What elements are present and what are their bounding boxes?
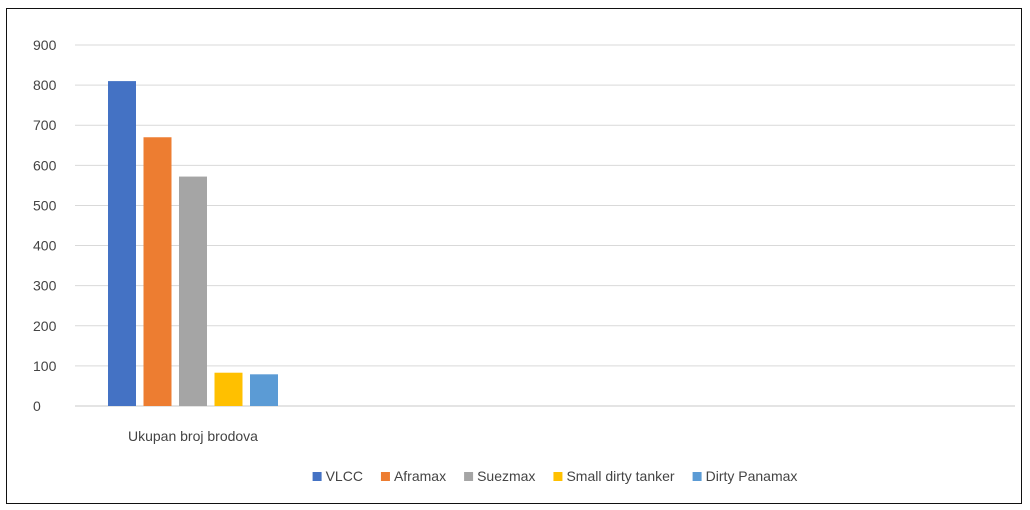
legend-label: Suezmax bbox=[477, 468, 535, 484]
y-tick-label: 600 bbox=[33, 157, 57, 173]
y-tick-label: 200 bbox=[33, 318, 57, 334]
legend: VLCC Aframax Suezmax Small dirty tanker Dirt… bbox=[312, 468, 798, 484]
y-tick-label: 800 bbox=[33, 77, 57, 93]
legend-swatch-dirty-panamax bbox=[692, 472, 702, 481]
bar-small-dirty-tanker bbox=[214, 372, 243, 406]
y-tick-label: 900 bbox=[33, 37, 57, 53]
y-tick-label: 700 bbox=[33, 117, 57, 133]
legend-swatch-aframax bbox=[380, 472, 390, 481]
bar-dirty-panamax bbox=[250, 374, 278, 406]
legend-label: Small dirty tanker bbox=[566, 468, 674, 484]
y-tick-label: 0 bbox=[33, 398, 41, 414]
x-axis-categories: Ukupan broj brodova bbox=[128, 428, 258, 444]
legend-swatch-vlcc bbox=[312, 472, 322, 481]
gridlines bbox=[75, 44, 1015, 407]
chart-frame bbox=[6, 8, 1022, 504]
y-axis-ticks: 0 100 200 300 400 500 600 700 800 900 bbox=[33, 37, 57, 414]
bar-aframax bbox=[143, 137, 172, 406]
legend-label: VLCC bbox=[326, 468, 363, 484]
y-tick-label: 100 bbox=[33, 358, 57, 374]
y-tick-label: 400 bbox=[33, 238, 57, 254]
legend-swatch-small-dirty-tanker bbox=[553, 472, 563, 481]
y-tick-label: 300 bbox=[33, 278, 57, 294]
bar-suezmax bbox=[179, 176, 207, 406]
bars bbox=[108, 81, 278, 406]
legend-swatch-suezmax bbox=[464, 472, 474, 481]
x-category-label: Ukupan broj brodova bbox=[128, 428, 258, 444]
legend-label: Dirty Panamax bbox=[706, 468, 798, 484]
bar-vlcc bbox=[108, 81, 136, 406]
y-tick-label: 500 bbox=[33, 197, 57, 213]
legend-label: Aframax bbox=[394, 468, 446, 484]
